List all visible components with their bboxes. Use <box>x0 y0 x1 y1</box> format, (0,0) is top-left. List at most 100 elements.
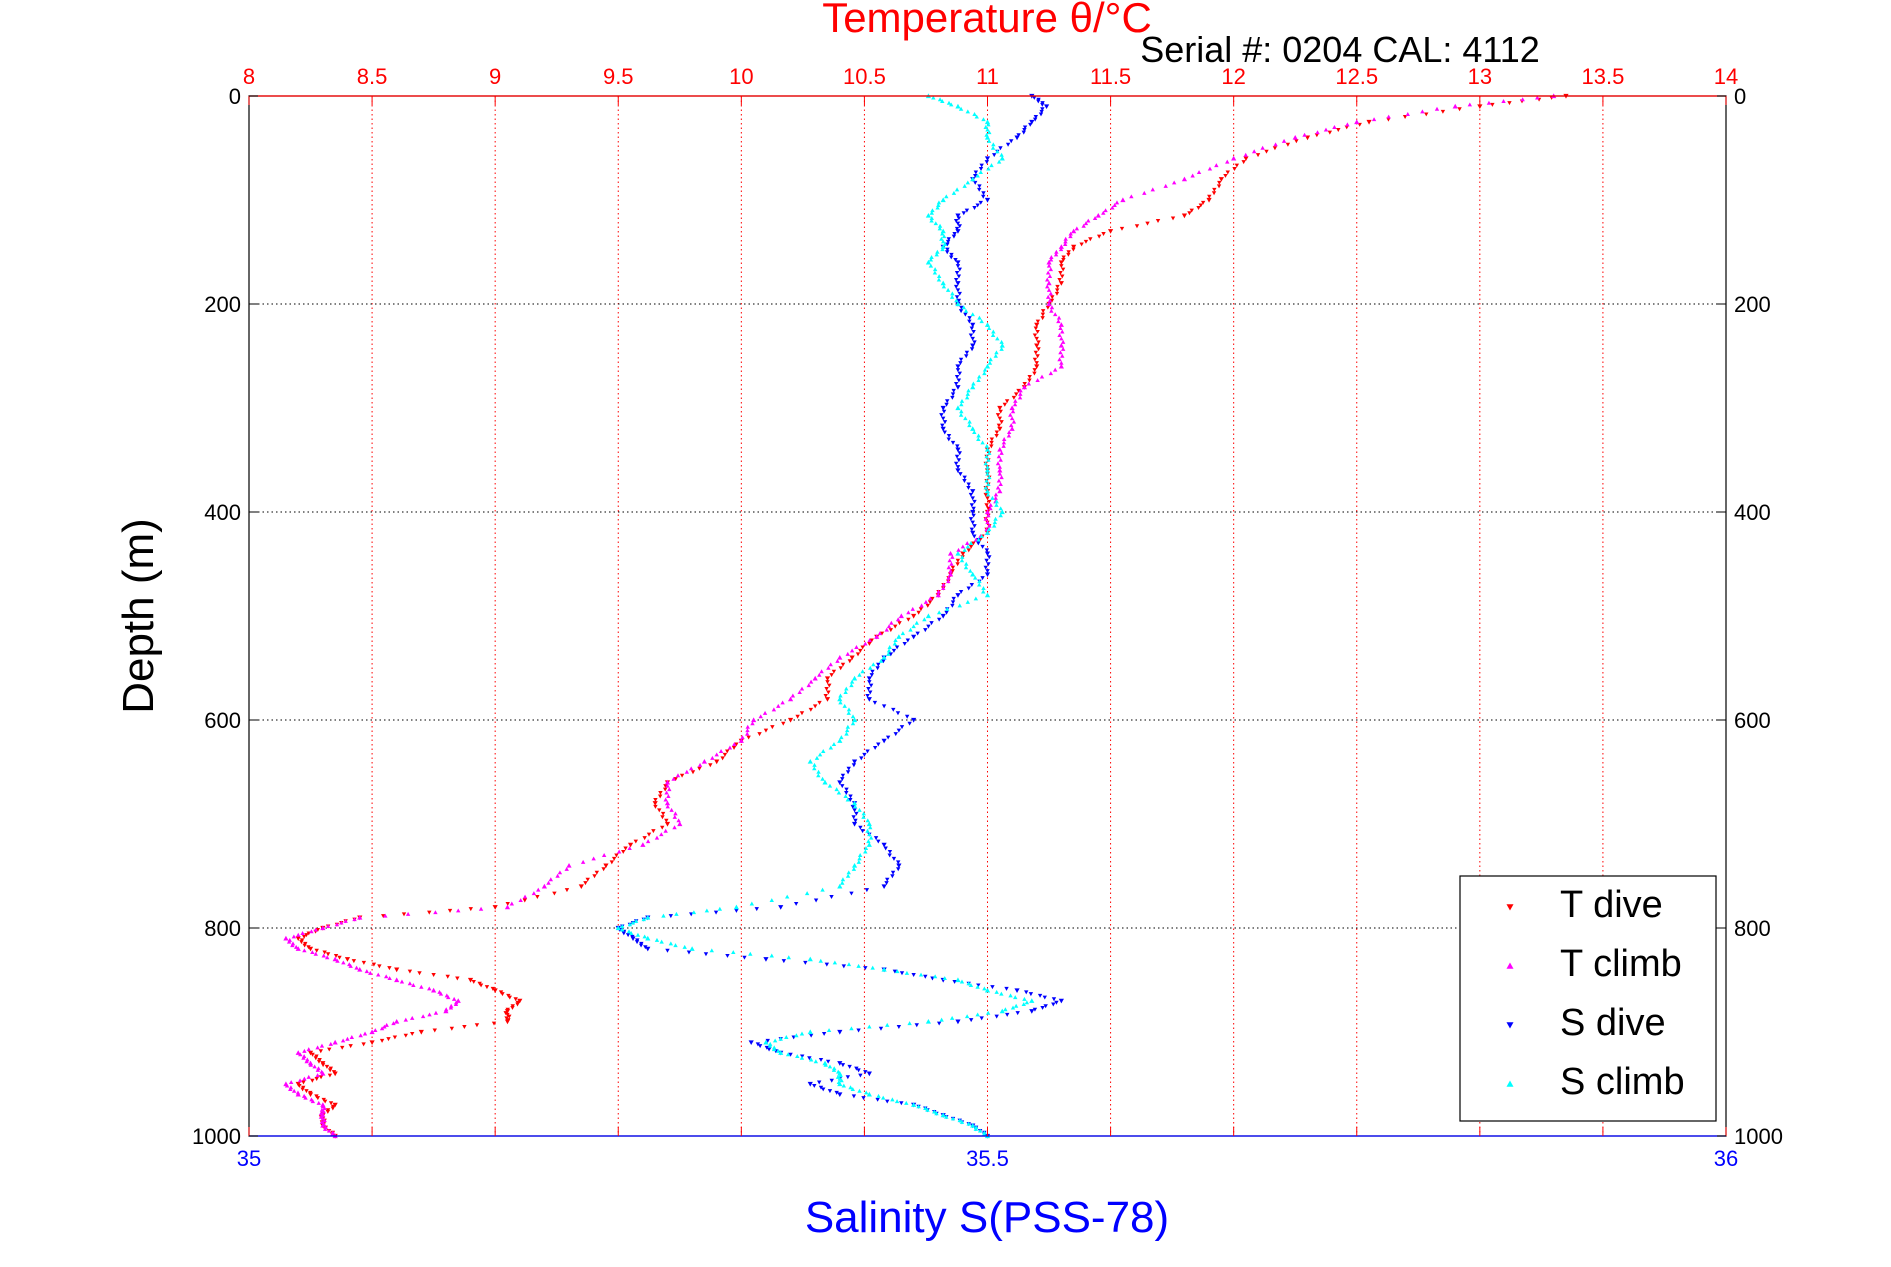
data-point <box>369 1040 375 1045</box>
data-point <box>860 669 865 674</box>
data-point <box>952 232 957 236</box>
data-point <box>955 405 961 411</box>
bottom-tick-label: 35.5 <box>966 1146 1009 1171</box>
data-point <box>557 870 563 875</box>
data-point <box>941 582 946 587</box>
data-point <box>641 917 646 922</box>
data-point <box>754 907 759 912</box>
data-point <box>857 672 862 677</box>
data-point <box>1033 350 1039 355</box>
data-point <box>304 1089 309 1094</box>
data-point <box>979 319 984 324</box>
data-point <box>1048 257 1054 262</box>
data-point <box>959 979 965 984</box>
data-point <box>891 648 897 653</box>
data-point <box>929 218 934 223</box>
data-point <box>840 773 846 778</box>
data-point <box>1107 229 1114 234</box>
data-point <box>899 971 905 976</box>
data-point <box>934 1111 939 1116</box>
data-point <box>970 426 976 431</box>
data-point <box>288 1087 293 1091</box>
data-point <box>925 603 930 608</box>
data-point <box>970 384 976 390</box>
data-point <box>1009 426 1015 431</box>
data-point <box>767 1043 773 1048</box>
top-tick-label: 9 <box>489 64 501 89</box>
data-point <box>853 818 858 823</box>
data-point <box>894 645 900 650</box>
data-point <box>787 717 794 723</box>
data-point <box>958 412 964 417</box>
data-point <box>837 696 843 702</box>
data-point <box>928 263 934 268</box>
data-point <box>950 603 955 608</box>
data-point <box>1035 319 1041 324</box>
data-point <box>1010 1005 1016 1010</box>
data-point <box>940 228 946 234</box>
data-point <box>896 867 901 872</box>
data-point <box>1327 130 1333 135</box>
data-point <box>976 378 981 383</box>
data-point <box>1155 219 1161 223</box>
data-point <box>999 509 1005 515</box>
data-point <box>325 955 330 960</box>
data-point <box>993 353 998 358</box>
data-point <box>950 1116 956 1121</box>
data-point <box>620 927 625 932</box>
data-point <box>689 946 695 951</box>
data-point <box>851 675 858 681</box>
data-point <box>1535 95 1540 100</box>
data-point <box>1015 1011 1020 1016</box>
data-point <box>954 187 960 192</box>
data-point <box>842 703 847 708</box>
data-point <box>1096 234 1102 239</box>
data-point <box>627 922 633 927</box>
data-point <box>320 1104 326 1109</box>
data-point <box>1200 200 1206 205</box>
data-point <box>343 918 348 923</box>
data-point <box>826 665 831 670</box>
data-point <box>835 1074 841 1079</box>
data-point <box>822 779 828 785</box>
data-point <box>984 363 991 369</box>
data-point <box>892 624 898 629</box>
data-point <box>1440 109 1446 114</box>
legend-marker <box>1506 904 1514 911</box>
data-point <box>872 745 878 750</box>
data-point <box>851 759 858 765</box>
data-point <box>910 606 915 611</box>
data-point <box>863 1070 868 1075</box>
data-point <box>858 648 863 653</box>
data-point <box>427 910 432 915</box>
data-point <box>985 1010 991 1015</box>
data-point <box>1234 163 1240 168</box>
data-point <box>881 655 887 660</box>
data-point <box>438 991 444 996</box>
data-point <box>1032 117 1038 122</box>
data-point <box>1024 990 1029 995</box>
data-point <box>541 883 547 889</box>
data-point <box>491 1021 497 1026</box>
data-point <box>642 836 647 841</box>
data-point <box>937 223 943 228</box>
data-point <box>1036 340 1041 345</box>
data-point <box>968 544 974 549</box>
data-point <box>675 773 681 778</box>
data-point <box>962 183 967 188</box>
data-point <box>594 870 600 875</box>
data-point <box>964 1014 970 1019</box>
data-point <box>870 669 875 674</box>
data-point <box>986 166 991 171</box>
data-point <box>953 258 958 262</box>
data-point <box>966 482 971 487</box>
data-point <box>379 1026 385 1031</box>
data-point <box>911 634 917 640</box>
data-point <box>918 972 924 977</box>
data-point <box>1034 322 1040 328</box>
data-point <box>954 226 960 231</box>
data-point <box>955 593 961 598</box>
data-point <box>963 416 968 421</box>
data-point <box>1232 167 1237 171</box>
data-point <box>996 423 1002 428</box>
